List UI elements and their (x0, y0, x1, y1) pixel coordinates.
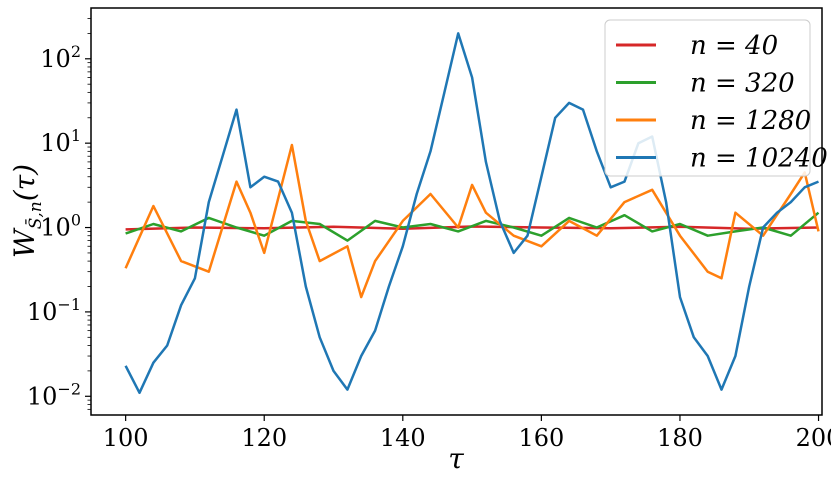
y-tick-label: 10−2 (27, 379, 81, 410)
series-layer (124, 32, 820, 395)
y-axis-label-main: W (8, 227, 41, 258)
x-tick-label: 120 (241, 424, 287, 452)
y-tick-label: 100 (40, 211, 81, 242)
x-tick-label: 160 (518, 424, 564, 452)
y-axis-label-sub: S̄,n (24, 201, 46, 229)
x-tick-label: 100 (103, 424, 149, 452)
x-tick-label: 140 (380, 424, 426, 452)
series-line-3 (124, 32, 819, 395)
y-tick-label: 101 (40, 126, 81, 157)
y-axis-label: WS̄,n(τ) (8, 164, 46, 258)
legend-label-2: n = 1280 (690, 106, 811, 136)
legend: n = 40 n = 320 n = 1280 n = 10240 (604, 19, 828, 177)
y-axis-label-arg: (τ) (8, 164, 41, 201)
x-tick-label: 180 (657, 424, 703, 452)
x-tick-label: 200 (796, 424, 831, 452)
legend-label-0: n = 40 (690, 31, 778, 61)
legend-box (604, 19, 811, 177)
legend-label-3: n = 10240 (690, 144, 828, 174)
y-tick-layer: 10−2 10−1 100 101 102 (27, 18, 91, 410)
legend-items: n = 40 n = 320 n = 1280 n = 10240 (616, 31, 828, 174)
y-tick-label: 10−1 (27, 295, 81, 326)
y-tick-label: 102 (40, 42, 81, 73)
x-axis-label: τ (448, 442, 464, 475)
series-line-2 (124, 143, 820, 299)
series-line-1 (125, 211, 820, 242)
legend-label-1: n = 320 (690, 69, 795, 99)
x-tick-layer: 100 120 140 160 180 200 (103, 415, 831, 452)
svg-text:WS̄,n(τ): WS̄,n(τ) (8, 164, 46, 258)
